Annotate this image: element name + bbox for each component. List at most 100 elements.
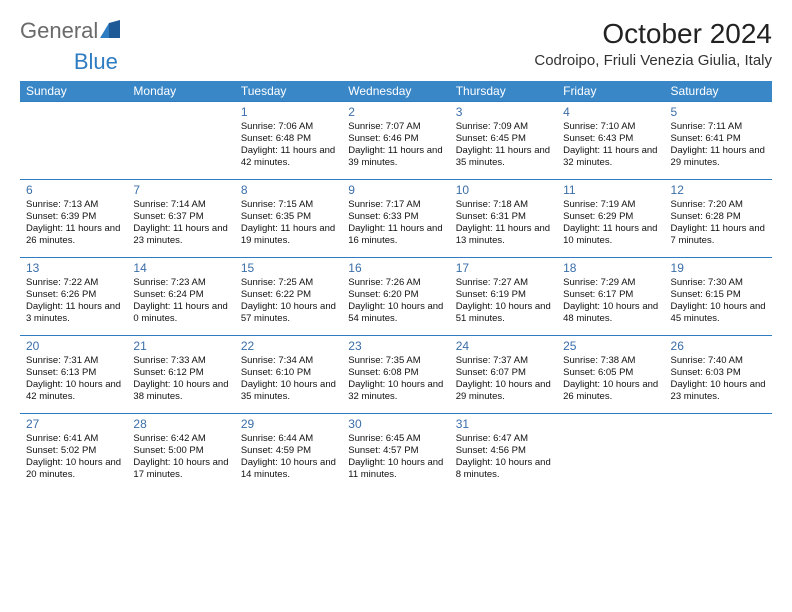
col-thursday: Thursday [450, 81, 557, 102]
sunrise-text: Sunrise: 7:40 AM [671, 355, 766, 367]
col-sunday: Sunday [20, 81, 127, 102]
sunset-text: Sunset: 6:08 PM [348, 367, 443, 379]
daylight-text: Daylight: 10 hours and 14 minutes. [241, 457, 336, 481]
logo-text-blue: Blue [74, 49, 118, 74]
day-cell: 16Sunrise: 7:26 AMSunset: 6:20 PMDayligh… [342, 258, 449, 336]
sunset-text: Sunset: 6:37 PM [133, 211, 228, 223]
day-number: 1 [241, 105, 336, 120]
sunset-text: Sunset: 6:20 PM [348, 289, 443, 301]
day-cell: 26Sunrise: 7:40 AMSunset: 6:03 PMDayligh… [665, 336, 772, 414]
day-number: 19 [671, 261, 766, 276]
sunrise-text: Sunrise: 6:42 AM [133, 433, 228, 445]
day-cell: 13Sunrise: 7:22 AMSunset: 6:26 PMDayligh… [20, 258, 127, 336]
day-cell [665, 414, 772, 492]
daylight-text: Daylight: 11 hours and 42 minutes. [241, 145, 336, 169]
sunrise-text: Sunrise: 7:22 AM [26, 277, 121, 289]
sunrise-text: Sunrise: 7:33 AM [133, 355, 228, 367]
day-number: 4 [563, 105, 658, 120]
daylight-text: Daylight: 11 hours and 13 minutes. [456, 223, 551, 247]
sunrise-text: Sunrise: 7:23 AM [133, 277, 228, 289]
sunrise-text: Sunrise: 7:29 AM [563, 277, 658, 289]
daylight-text: Daylight: 10 hours and 20 minutes. [26, 457, 121, 481]
daylight-text: Daylight: 10 hours and 32 minutes. [348, 379, 443, 403]
day-number: 9 [348, 183, 443, 198]
day-number: 31 [456, 417, 551, 432]
sunset-text: Sunset: 6:33 PM [348, 211, 443, 223]
sunset-text: Sunset: 6:13 PM [26, 367, 121, 379]
weekday-header-row: Sunday Monday Tuesday Wednesday Thursday… [20, 81, 772, 102]
sunset-text: Sunset: 6:12 PM [133, 367, 228, 379]
daylight-text: Daylight: 10 hours and 51 minutes. [456, 301, 551, 325]
day-cell [557, 414, 664, 492]
day-number: 13 [26, 261, 121, 276]
sunrise-text: Sunrise: 6:41 AM [26, 433, 121, 445]
day-number: 27 [26, 417, 121, 432]
sunset-text: Sunset: 5:02 PM [26, 445, 121, 457]
sunset-text: Sunset: 6:26 PM [26, 289, 121, 301]
daylight-text: Daylight: 10 hours and 35 minutes. [241, 379, 336, 403]
sunset-text: Sunset: 5:00 PM [133, 445, 228, 457]
sunset-text: Sunset: 6:43 PM [563, 133, 658, 145]
day-number: 8 [241, 183, 336, 198]
week-row: 1Sunrise: 7:06 AMSunset: 6:48 PMDaylight… [20, 102, 772, 180]
day-cell: 3Sunrise: 7:09 AMSunset: 6:45 PMDaylight… [450, 102, 557, 180]
sunset-text: Sunset: 6:03 PM [671, 367, 766, 379]
sunset-text: Sunset: 6:19 PM [456, 289, 551, 301]
sunset-text: Sunset: 6:39 PM [26, 211, 121, 223]
daylight-text: Daylight: 11 hours and 39 minutes. [348, 145, 443, 169]
day-cell: 12Sunrise: 7:20 AMSunset: 6:28 PMDayligh… [665, 180, 772, 258]
week-row: 6Sunrise: 7:13 AMSunset: 6:39 PMDaylight… [20, 180, 772, 258]
day-cell: 21Sunrise: 7:33 AMSunset: 6:12 PMDayligh… [127, 336, 234, 414]
day-cell: 23Sunrise: 7:35 AMSunset: 6:08 PMDayligh… [342, 336, 449, 414]
daylight-text: Daylight: 10 hours and 45 minutes. [671, 301, 766, 325]
day-cell: 17Sunrise: 7:27 AMSunset: 6:19 PMDayligh… [450, 258, 557, 336]
day-number: 14 [133, 261, 228, 276]
daylight-text: Daylight: 11 hours and 23 minutes. [133, 223, 228, 247]
daylight-text: Daylight: 10 hours and 29 minutes. [456, 379, 551, 403]
sunset-text: Sunset: 6:24 PM [133, 289, 228, 301]
day-cell: 22Sunrise: 7:34 AMSunset: 6:10 PMDayligh… [235, 336, 342, 414]
day-cell: 25Sunrise: 7:38 AMSunset: 6:05 PMDayligh… [557, 336, 664, 414]
sunset-text: Sunset: 6:15 PM [671, 289, 766, 301]
day-cell: 14Sunrise: 7:23 AMSunset: 6:24 PMDayligh… [127, 258, 234, 336]
sunset-text: Sunset: 6:48 PM [241, 133, 336, 145]
day-number: 15 [241, 261, 336, 276]
day-cell: 7Sunrise: 7:14 AMSunset: 6:37 PMDaylight… [127, 180, 234, 258]
week-row: 13Sunrise: 7:22 AMSunset: 6:26 PMDayligh… [20, 258, 772, 336]
sunrise-text: Sunrise: 7:31 AM [26, 355, 121, 367]
week-row: 20Sunrise: 7:31 AMSunset: 6:13 PMDayligh… [20, 336, 772, 414]
sunset-text: Sunset: 6:45 PM [456, 133, 551, 145]
sunrise-text: Sunrise: 7:38 AM [563, 355, 658, 367]
daylight-text: Daylight: 10 hours and 48 minutes. [563, 301, 658, 325]
day-number: 5 [671, 105, 766, 120]
logo-second-line: GeneBlue [20, 49, 772, 75]
sunset-text: Sunset: 6:22 PM [241, 289, 336, 301]
day-cell [20, 102, 127, 180]
daylight-text: Daylight: 10 hours and 23 minutes. [671, 379, 766, 403]
daylight-text: Daylight: 11 hours and 16 minutes. [348, 223, 443, 247]
sunrise-text: Sunrise: 7:19 AM [563, 199, 658, 211]
daylight-text: Daylight: 11 hours and 0 minutes. [133, 301, 228, 325]
daylight-text: Daylight: 10 hours and 17 minutes. [133, 457, 228, 481]
day-number: 11 [563, 183, 658, 198]
sunrise-text: Sunrise: 7:20 AM [671, 199, 766, 211]
col-monday: Monday [127, 81, 234, 102]
sunrise-text: Sunrise: 7:07 AM [348, 121, 443, 133]
sunrise-text: Sunrise: 7:15 AM [241, 199, 336, 211]
logo: General [20, 18, 122, 44]
daylight-text: Daylight: 11 hours and 3 minutes. [26, 301, 121, 325]
daylight-text: Daylight: 10 hours and 11 minutes. [348, 457, 443, 481]
day-number: 21 [133, 339, 228, 354]
day-number: 25 [563, 339, 658, 354]
sunrise-text: Sunrise: 7:27 AM [456, 277, 551, 289]
logo-text-general: General [20, 18, 98, 44]
sunset-text: Sunset: 6:10 PM [241, 367, 336, 379]
day-cell: 28Sunrise: 6:42 AMSunset: 5:00 PMDayligh… [127, 414, 234, 492]
daylight-text: Daylight: 11 hours and 29 minutes. [671, 145, 766, 169]
day-cell: 8Sunrise: 7:15 AMSunset: 6:35 PMDaylight… [235, 180, 342, 258]
day-number: 10 [456, 183, 551, 198]
sunrise-text: Sunrise: 6:45 AM [348, 433, 443, 445]
daylight-text: Daylight: 10 hours and 8 minutes. [456, 457, 551, 481]
daylight-text: Daylight: 11 hours and 10 minutes. [563, 223, 658, 247]
day-number: 18 [563, 261, 658, 276]
